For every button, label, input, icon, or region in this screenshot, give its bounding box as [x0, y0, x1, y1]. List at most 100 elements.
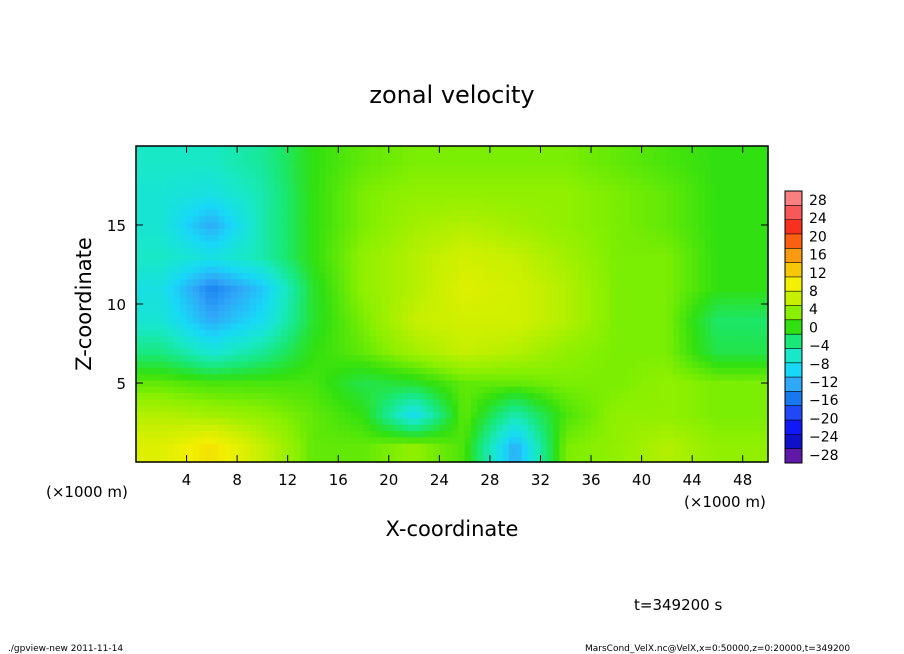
heatmap-cell	[572, 304, 579, 311]
heatmap-cell	[256, 379, 263, 387]
heatmap-cell	[224, 291, 232, 299]
heatmap-cell	[230, 373, 238, 381]
heatmap-cell	[470, 202, 478, 210]
heatmap-cell	[312, 266, 320, 273]
heatmap-cell	[540, 304, 548, 311]
heatmap-cell	[205, 259, 213, 267]
heatmap-cell	[218, 190, 226, 198]
heatmap-cell	[679, 335, 687, 343]
heatmap-cell	[325, 177, 333, 185]
heatmap-cell	[521, 240, 529, 248]
heatmap-cell	[338, 360, 346, 368]
heatmap-cell	[186, 297, 194, 305]
heatmap-cell	[148, 259, 156, 267]
heatmap-cell	[376, 398, 384, 406]
heatmap-cell	[426, 209, 434, 217]
heatmap-cell	[230, 411, 238, 419]
heatmap-cell	[338, 183, 346, 191]
heatmap-cell	[350, 164, 358, 172]
heatmap-cell	[344, 304, 352, 311]
heatmap-cell	[148, 272, 156, 280]
heatmap-cell	[559, 152, 567, 160]
heatmap-cell	[692, 424, 700, 431]
heatmap-cell	[287, 240, 295, 248]
heatmap-cell	[742, 278, 750, 286]
heatmap-cell	[527, 291, 535, 299]
heatmap-cell	[679, 215, 687, 223]
heatmap-cell	[249, 398, 257, 406]
heatmap-cell	[281, 341, 289, 349]
heatmap-cell	[136, 449, 143, 457]
heatmap-cell	[338, 202, 346, 210]
heatmap-cell	[331, 373, 339, 381]
heatmap-cell	[603, 291, 611, 299]
heatmap-cell	[243, 398, 251, 406]
heatmap-cell	[591, 209, 598, 217]
heatmap-cell	[584, 247, 592, 255]
heatmap-cell	[211, 373, 219, 381]
heatmap-cell	[603, 228, 611, 236]
heatmap-cell	[464, 329, 472, 337]
heatmap-cell	[685, 341, 693, 349]
heatmap-cell	[369, 455, 377, 463]
heatmap-cell	[357, 360, 365, 368]
heatmap-cell	[470, 322, 478, 330]
heatmap-cell	[477, 360, 485, 368]
heatmap-cell	[578, 386, 586, 394]
heatmap-cell	[401, 392, 409, 400]
heatmap-cell	[515, 424, 523, 431]
heatmap-cell	[660, 405, 668, 413]
heatmap-cell	[540, 392, 548, 400]
heatmap-cell	[338, 348, 346, 356]
heatmap-cell	[445, 367, 453, 375]
heatmap-cell	[521, 430, 529, 438]
heatmap-cell	[256, 152, 263, 160]
heatmap-cell	[136, 146, 143, 153]
heatmap-cell	[502, 411, 510, 419]
heatmap-cell	[142, 253, 150, 261]
heatmap-cell	[186, 291, 194, 299]
heatmap-cell	[578, 430, 586, 438]
heatmap-cell	[211, 354, 219, 362]
heatmap-cell	[262, 171, 270, 179]
heatmap-cell	[161, 234, 169, 242]
heatmap-cell	[395, 310, 403, 318]
heatmap-cell	[287, 405, 295, 413]
heatmap-cell	[458, 304, 466, 311]
heatmap-cell	[401, 373, 409, 381]
heatmap-cell	[502, 322, 510, 330]
heatmap-cell	[287, 360, 295, 368]
heatmap-cell	[717, 196, 725, 204]
heatmap-cell	[521, 354, 529, 362]
heatmap-cell	[477, 158, 485, 166]
heatmap-cell	[319, 228, 327, 236]
heatmap-cell	[666, 164, 674, 172]
heatmap-cell	[761, 240, 769, 248]
heatmap-cell	[395, 171, 403, 179]
heatmap-cell	[755, 164, 763, 172]
heatmap-cell	[180, 234, 188, 242]
heatmap-cell	[622, 335, 630, 343]
heatmap-cell	[243, 392, 251, 400]
heatmap-cell	[736, 373, 744, 381]
heatmap-cell	[666, 436, 674, 444]
heatmap-cell	[167, 405, 175, 413]
heatmap-cell	[154, 449, 162, 457]
heatmap-cell	[692, 310, 700, 318]
heatmap-cell	[306, 202, 314, 210]
heatmap-cell	[546, 285, 554, 292]
heatmap-cell	[173, 335, 181, 343]
heatmap-cell	[483, 322, 491, 330]
heatmap-cell	[287, 411, 295, 419]
heatmap-cell	[312, 272, 320, 280]
heatmap-cell	[616, 285, 624, 292]
heatmap-cell	[275, 443, 282, 450]
heatmap-cell	[148, 158, 156, 166]
heatmap-cell	[287, 335, 295, 343]
heatmap-cell	[711, 443, 719, 450]
heatmap-cell	[173, 424, 181, 431]
heatmap-cell	[148, 430, 156, 438]
heatmap-cell	[173, 360, 181, 368]
heatmap-cell	[338, 329, 346, 337]
heatmap-cell	[325, 335, 333, 343]
